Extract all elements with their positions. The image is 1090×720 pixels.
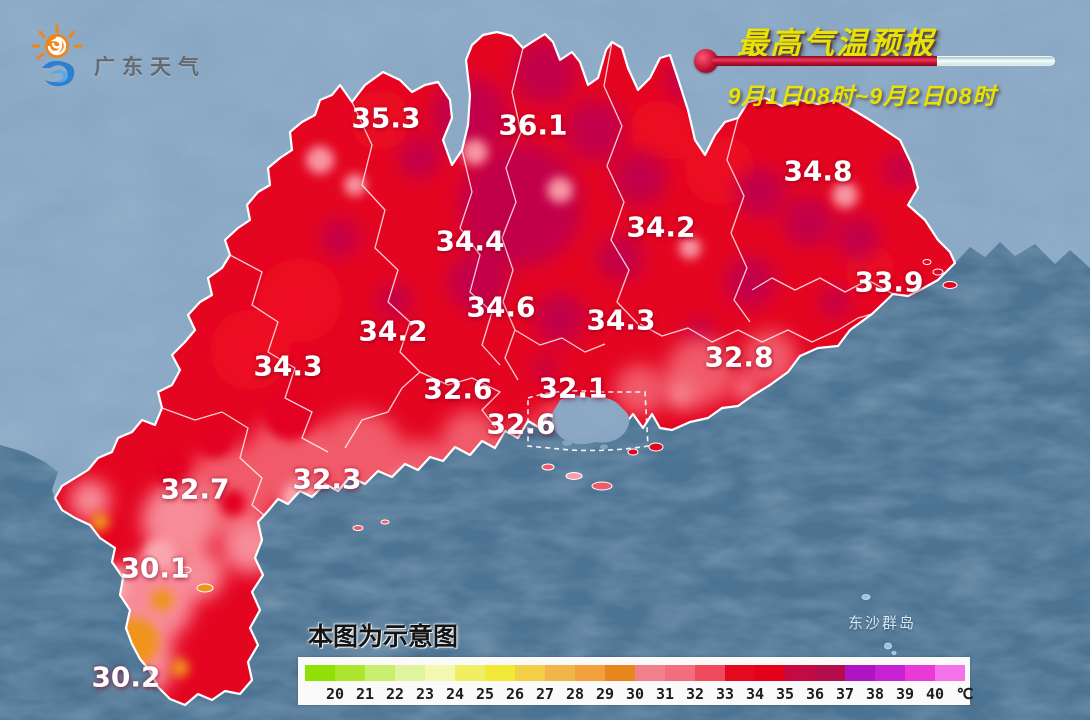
legend-swatch: 21 <box>335 665 374 703</box>
temperature-value: 32.1 <box>538 371 608 405</box>
weather-logo-icon <box>31 24 83 87</box>
hongkong-area <box>527 390 649 452</box>
legend-tick-label: 22 <box>385 685 405 703</box>
temperature-value: 32.6 <box>486 407 556 441</box>
legend-swatch: 38 <box>845 665 884 703</box>
legend-tick-label: 35 <box>775 685 795 703</box>
legend-swatch: 37 <box>815 665 854 703</box>
legend-scale: 20 21 22 23 24 25 26 27 28 29 30 31 32 33 34 35 36 37 38 39… <box>305 665 973 703</box>
legend-tick-label: 27 <box>535 685 555 703</box>
temperature-value: 30.1 <box>120 551 190 585</box>
legend-swatch: 40 <box>905 665 944 703</box>
temperature-value: 34.2 <box>358 314 428 348</box>
legend-swatch: 27 <box>515 665 554 703</box>
temperature-value: 34.8 <box>783 154 853 188</box>
temperature-value: 34.3 <box>586 303 656 337</box>
legend-swatch: 20 <box>305 665 344 703</box>
legend-tick-label: 33 <box>715 685 735 703</box>
islands <box>180 259 958 593</box>
legend-tick-label: 21 <box>355 685 375 703</box>
legend-swatch: 35 <box>755 665 794 703</box>
legend-tick-label: 32 <box>685 685 705 703</box>
legend-swatch: 30 <box>605 665 644 703</box>
logo-text: 广东天气 <box>94 56 206 79</box>
dongsha-islands-label: 东沙群岛 <box>848 615 917 632</box>
legend-swatch: 39 <box>875 665 914 703</box>
temperature-value: 32.6 <box>423 372 493 406</box>
temperature-value: 36.1 <box>498 108 568 142</box>
legend-tick-label: 40 <box>925 685 945 703</box>
temperature-value: 30.2 <box>91 660 161 694</box>
map-title: 最高气温预报 <box>737 26 935 61</box>
thermometer-graphic <box>694 48 1060 74</box>
legend-tick-label: 28 <box>565 685 585 703</box>
thermometer-red-bar <box>712 56 937 66</box>
legend-swatch: 33 <box>695 665 734 703</box>
legend-swatch: ℃ <box>935 665 973 703</box>
legend-tick-label: 23 <box>415 685 435 703</box>
province-surface <box>53 30 957 707</box>
logo: 广东天气 <box>30 24 206 90</box>
legend-tick-label: 29 <box>595 685 615 703</box>
legend-swatch: 29 <box>575 665 614 703</box>
legend-swatch: 23 <box>395 665 434 703</box>
legend-tick-label: 37 <box>835 685 855 703</box>
legend-swatch: 28 <box>545 665 584 703</box>
disclaimer-text: 本图为示意图 <box>308 623 459 651</box>
dongsha-islands <box>861 594 897 655</box>
legend-swatch: 36 <box>785 665 824 703</box>
legend-tick-label: 36 <box>805 685 825 703</box>
temperature-value: 32.8 <box>704 340 774 374</box>
legend-swatch: 34 <box>725 665 764 703</box>
temperature-legend: 20 21 22 23 24 25 26 27 28 29 30 31 32 33 34 35 36 37 38 39… <box>298 657 973 705</box>
temperature-value: 32.7 <box>160 472 230 506</box>
prefecture-boundaries <box>161 41 894 536</box>
legend-tick-label: 39 <box>895 685 915 703</box>
legend-swatch: 26 <box>485 665 524 703</box>
legend-tick-label: 25 <box>475 685 495 703</box>
legend-tick-label: ℃ <box>956 685 974 703</box>
legend-tick-label: 24 <box>445 685 465 703</box>
legend-tick-label: 26 <box>505 685 525 703</box>
temperature-value: 34.3 <box>253 349 323 383</box>
temperature-value: 34.6 <box>466 290 536 324</box>
legend-tick-label: 20 <box>325 685 345 703</box>
legend-tick-label: 38 <box>865 685 885 703</box>
temperature-value: 34.2 <box>626 210 696 244</box>
temperature-value: 35.3 <box>351 101 421 135</box>
legend-swatch: 25 <box>455 665 494 703</box>
legend-swatch: 24 <box>425 665 464 703</box>
legend-tick-label: 30 <box>625 685 645 703</box>
legend-tick-label: 34 <box>745 685 765 703</box>
temperature-value: 33.9 <box>854 265 924 299</box>
dashed-boundary <box>527 390 649 452</box>
legend-swatch: 22 <box>365 665 404 703</box>
legend-swatch: 31 <box>635 665 674 703</box>
legend-tick-label: 31 <box>655 685 675 703</box>
temperature-value: 34.4 <box>435 224 505 258</box>
thermometer-light-bar <box>937 56 1055 66</box>
legend-swatch: 32 <box>665 665 704 703</box>
date-range: 9月1日08时~9月2日08时 <box>727 83 997 109</box>
temperature-value: 32.3 <box>292 462 362 496</box>
